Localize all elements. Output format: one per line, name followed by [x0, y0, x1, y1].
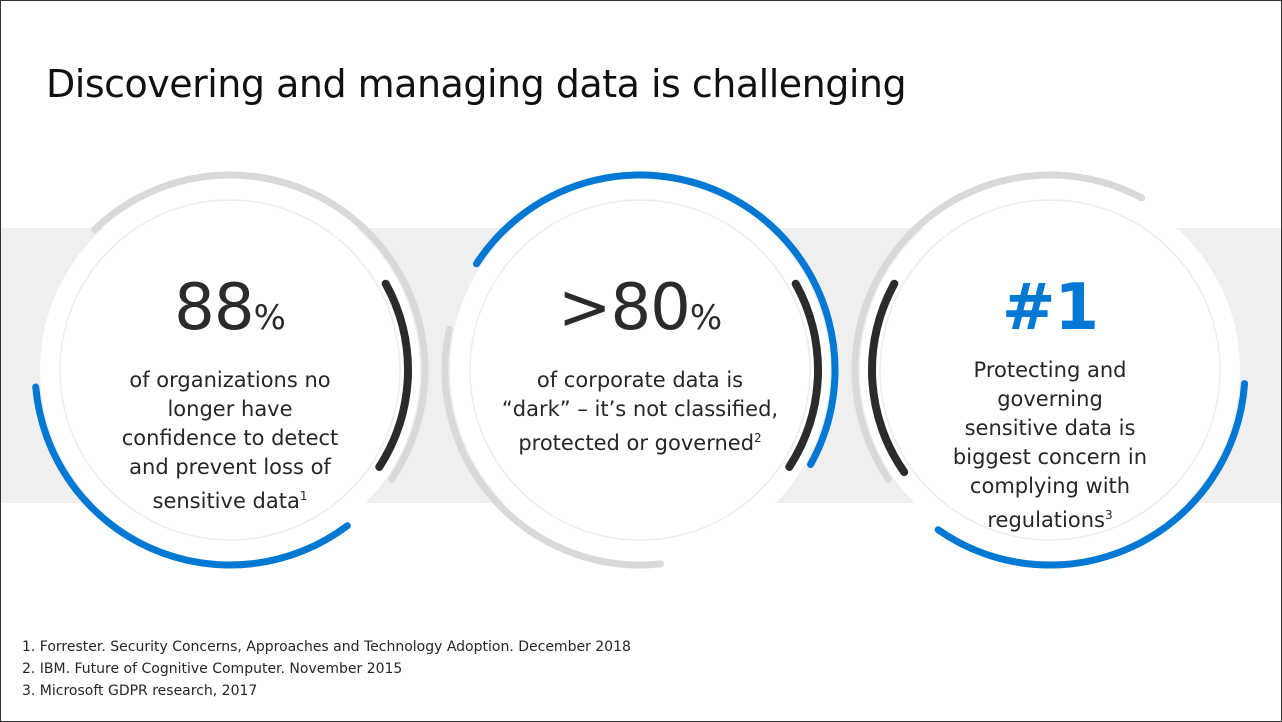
ring-disc: [450, 180, 830, 560]
stat-description: of organizations no longer have confiden…: [121, 368, 339, 513]
stat-value: 88%: [174, 271, 286, 345]
inner-ring: [59, 199, 401, 541]
blue-arc: [472, 171, 839, 469]
stat-description: Protecting and governing sensitive data …: [952, 358, 1148, 532]
stat-number-one: #1 Protecting and governing sensitive da…: [900, 272, 1200, 535]
inner-ring: [469, 199, 811, 541]
blue-arc: [32, 383, 351, 569]
gray-arc: [441, 325, 664, 569]
stat-value: >80%: [557, 271, 723, 345]
dark-arc: [375, 279, 412, 471]
footnotes: 1. Forrester. Security Concerns, Approac…: [22, 636, 631, 702]
stat-value: #1: [1001, 271, 1099, 345]
gray-arc: [91, 171, 429, 483]
stat-88-percent: 88% of organizations no longer have conf…: [80, 272, 380, 516]
dark-arc: [785, 279, 822, 471]
gray-arc: [851, 171, 1146, 483]
dark-arc: [868, 279, 909, 477]
inner-ring: [879, 199, 1221, 541]
page-title: Discovering and managing data is challen…: [46, 62, 907, 106]
ring-disc: [860, 180, 1240, 560]
ring-disc: [40, 180, 420, 560]
stat-description: of corporate data is “dark” – it’s not c…: [501, 368, 779, 455]
blue-arc: [934, 380, 1249, 569]
stat-80-percent: >80% of corporate data is “dark” – it’s …: [480, 272, 800, 458]
footnote-1: 1. Forrester. Security Concerns, Approac…: [22, 639, 631, 655]
footnote-2: 2. IBM. Future of Cognitive Computer. No…: [22, 661, 403, 677]
footnote-3: 3. Microsoft GDPR research, 2017: [22, 683, 258, 699]
